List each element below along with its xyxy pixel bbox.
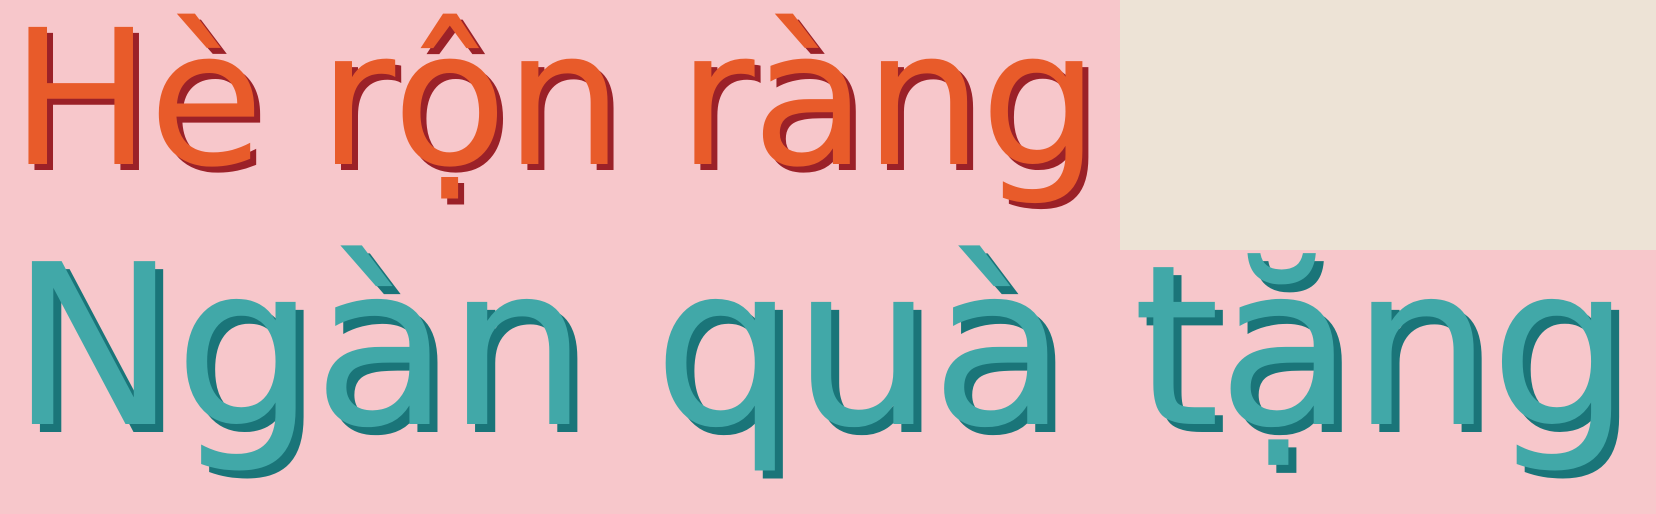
headline-line-2: Ngàn quà tặng xyxy=(10,217,1631,477)
headline-line-1: Hè rộn ràng xyxy=(10,0,1099,209)
corner-panel xyxy=(1120,0,1656,250)
